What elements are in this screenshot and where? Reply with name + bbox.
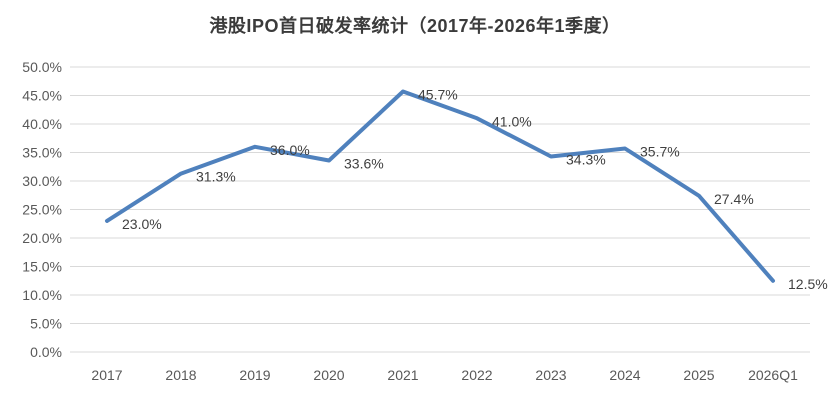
x-axis-tick-label: 2018 <box>165 367 196 383</box>
data-point-label: 33.6% <box>344 155 384 171</box>
y-axis-tick-label: 5.0% <box>30 316 62 332</box>
x-axis-tick-label: 2025 <box>683 367 714 383</box>
data-point-label: 31.3% <box>196 169 236 185</box>
data-point-label: 45.7% <box>418 87 458 103</box>
x-axis-tick-label: 2017 <box>91 367 122 383</box>
y-axis-tick-label: 0.0% <box>30 344 62 360</box>
y-axis-tick-label: 30.0% <box>22 173 62 189</box>
data-point-label: 34.3% <box>566 151 606 167</box>
data-series-line <box>105 89 775 283</box>
x-axis-tick-label: 2021 <box>387 367 418 383</box>
y-axis-tick-label: 40.0% <box>22 116 62 132</box>
chart-title: 港股IPO首日破发率统计（2017年-2026年1季度） <box>209 16 621 36</box>
y-axis-tick-label: 50.0% <box>22 59 62 75</box>
y-axis-tick-label: 25.0% <box>22 202 62 218</box>
x-axis-tick-label: 2024 <box>609 367 640 383</box>
x-axis-tick-label: 2020 <box>313 367 344 383</box>
y-axis-tick-label: 35.0% <box>22 145 62 161</box>
y-axis-tick-label: 20.0% <box>22 230 62 246</box>
x-axis-tick-label: 2026Q1 <box>748 367 798 383</box>
y-axis-tick-label: 15.0% <box>22 259 62 275</box>
data-point-label: 23.0% <box>122 216 162 232</box>
x-axis-tick-label: 2023 <box>535 367 566 383</box>
data-point-label: 35.7% <box>640 144 680 160</box>
data-point-label: 36.0% <box>270 142 310 158</box>
y-axis-tick-label: 10.0% <box>22 287 62 303</box>
data-point-label: 12.5% <box>788 276 828 292</box>
data-point-label: 41.0% <box>492 113 532 129</box>
x-axis-tick-label: 2019 <box>239 367 270 383</box>
data-point-label: 27.4% <box>714 191 754 207</box>
x-axis-tick-label: 2022 <box>461 367 492 383</box>
y-axis-tick-label: 45.0% <box>22 88 62 104</box>
